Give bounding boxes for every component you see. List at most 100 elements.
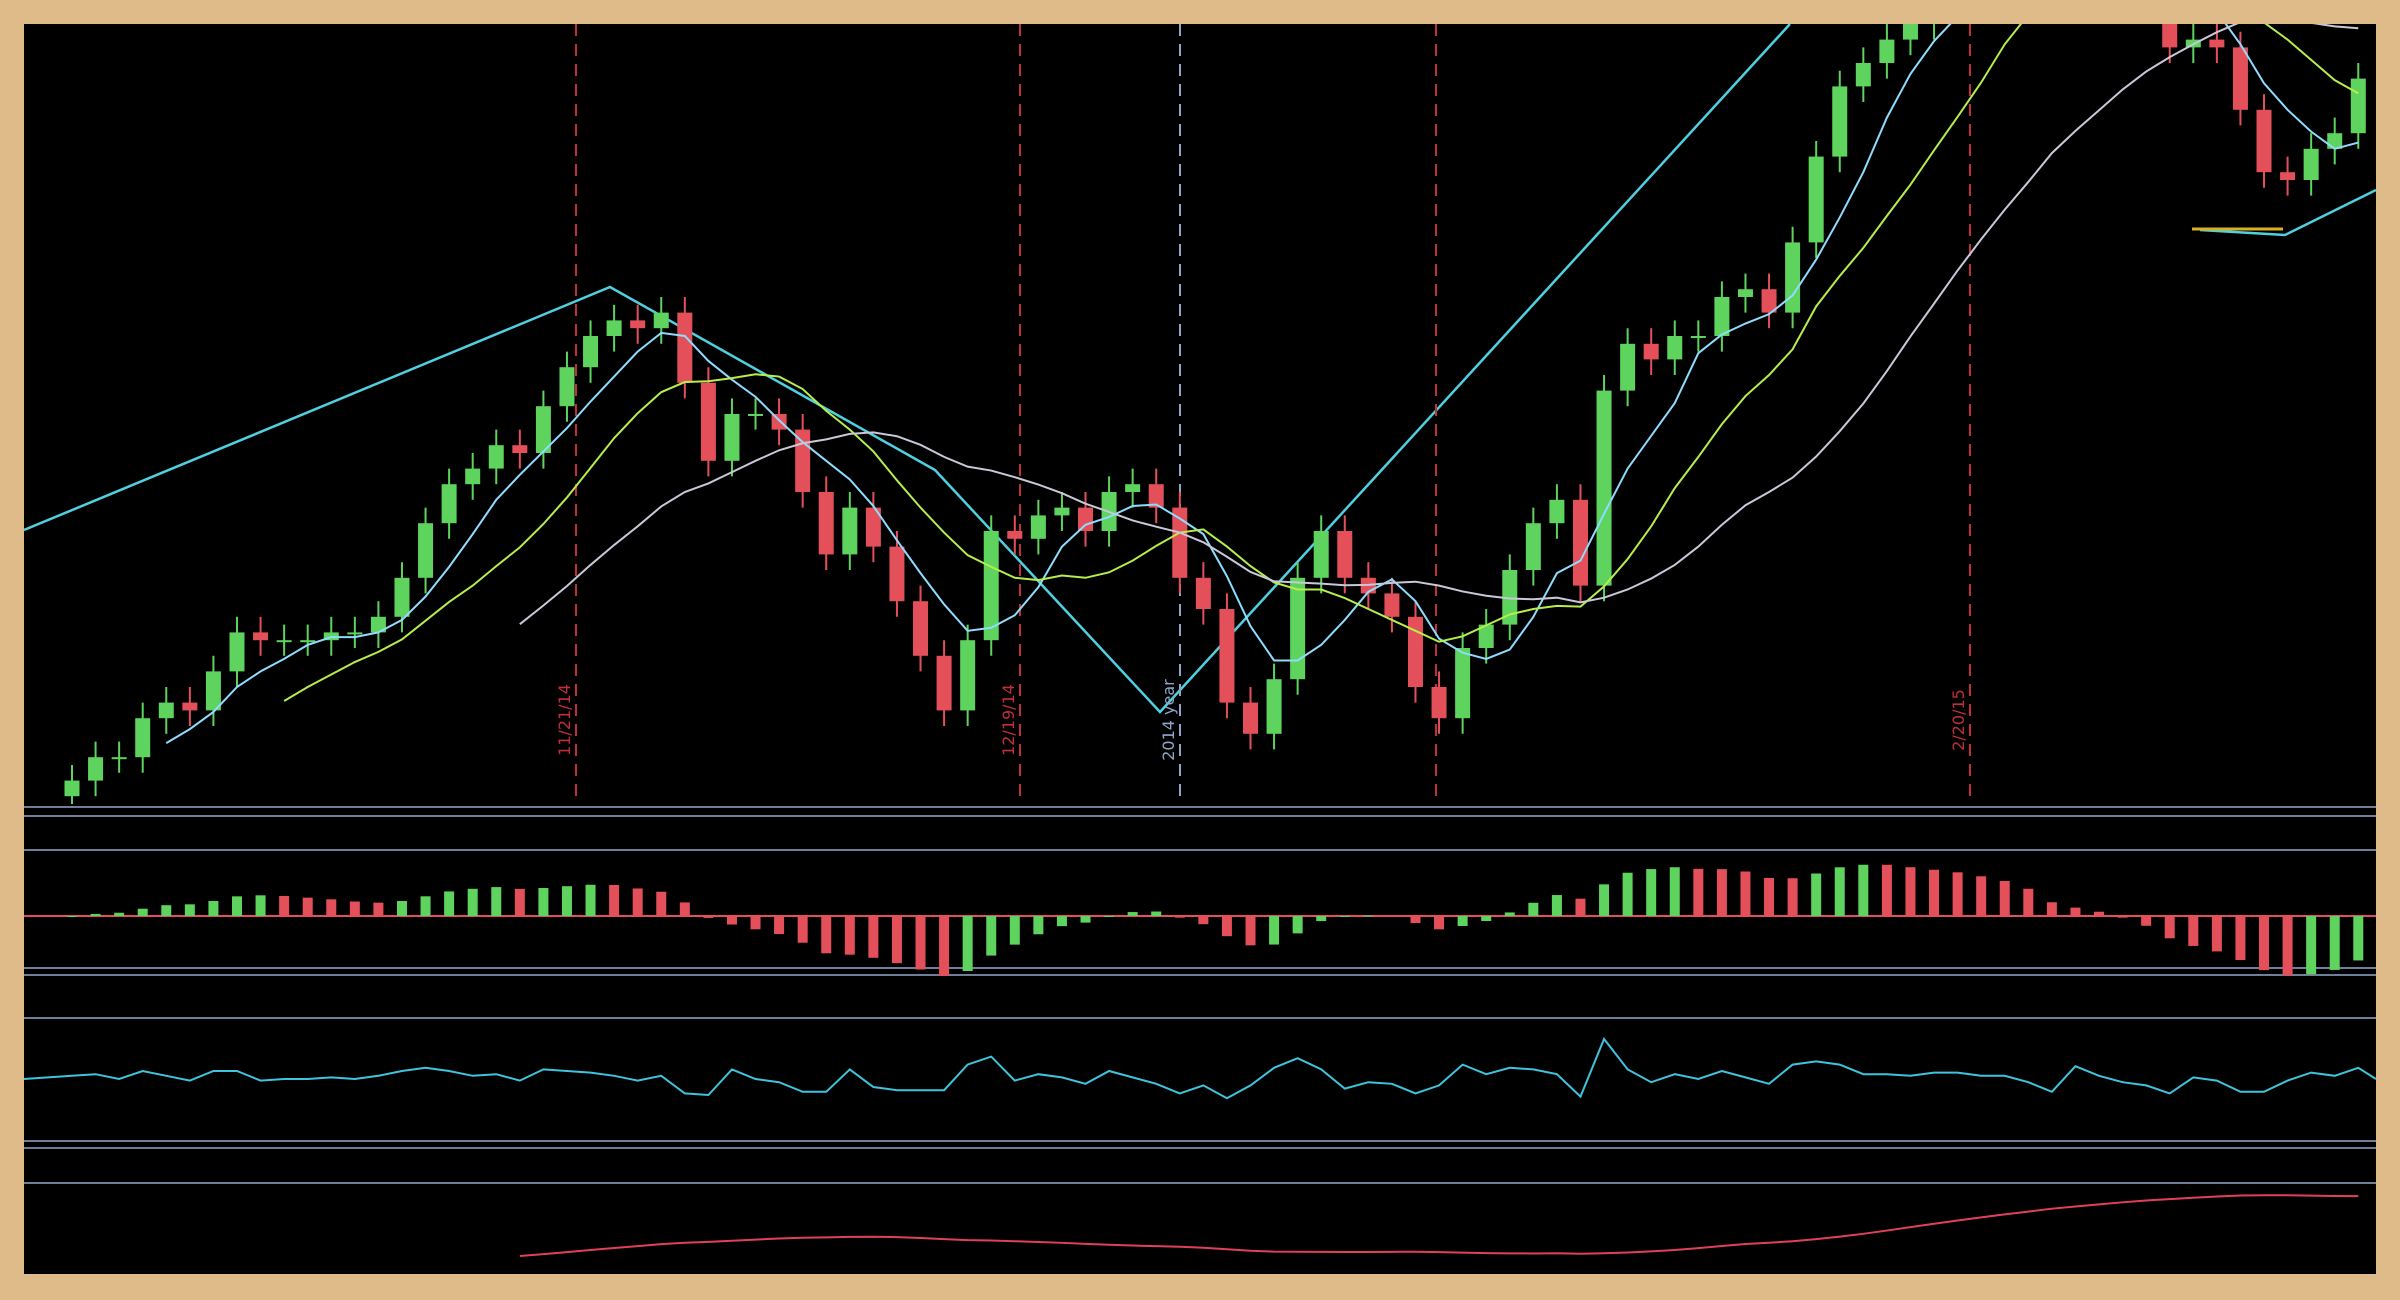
- histogram-bar: [396, 900, 407, 916]
- candle-body: [2350, 78, 2366, 134]
- histogram-bar: [1716, 869, 1727, 916]
- histogram-bar: [609, 884, 620, 916]
- candle-body: [465, 468, 481, 485]
- histogram-bar: [1316, 916, 1327, 922]
- histogram-bar: [1457, 916, 1468, 926]
- candle-body: [535, 406, 551, 453]
- candle-body: [1219, 609, 1235, 703]
- histogram-bar: [2188, 916, 2199, 946]
- moving-average-line: [283, 24, 2359, 702]
- histogram-bar: [1245, 916, 1256, 946]
- histogram-bar: [2164, 916, 2175, 939]
- candle-body: [1549, 499, 1565, 524]
- histogram-bar: [1151, 911, 1162, 916]
- histogram-bar: [891, 916, 902, 964]
- candle-body: [936, 655, 952, 711]
- chart-background: [24, 24, 2376, 1274]
- histogram-bar: [1104, 916, 1115, 917]
- histogram-bar: [1881, 864, 1892, 916]
- candle-body: [276, 640, 292, 643]
- histogram-bar: [2329, 916, 2340, 970]
- histogram-bar: [797, 916, 808, 943]
- histogram-bar: [1292, 916, 1303, 934]
- histogram-bar: [1528, 902, 1539, 916]
- candle-body: [1007, 531, 1023, 539]
- histogram-bar: [1009, 916, 1020, 945]
- candle-body: [1337, 531, 1353, 578]
- histogram-bar: [491, 887, 502, 916]
- candle-body: [983, 531, 999, 641]
- histogram-bar: [184, 904, 195, 916]
- candle-body: [1596, 390, 1612, 586]
- histogram-bar: [1905, 867, 1916, 916]
- histogram-bar: [90, 913, 101, 916]
- histogram-bar: [1481, 916, 1492, 922]
- candle-body: [1525, 523, 1541, 570]
- candle-body: [300, 640, 316, 643]
- histogram-bar: [1622, 872, 1633, 916]
- candle-body: [630, 320, 646, 329]
- candle-body: [1785, 242, 1801, 313]
- candle-body: [1054, 507, 1070, 516]
- candle-body: [724, 414, 740, 461]
- candle-body: [1030, 515, 1046, 539]
- candle-body: [583, 336, 599, 368]
- histogram-bar: [1339, 916, 1350, 917]
- candle-body: [677, 312, 693, 383]
- histogram-bar: [1599, 884, 1610, 916]
- histogram-bar: [208, 900, 219, 916]
- candle-body: [2280, 172, 2296, 180]
- histogram-bar: [2259, 916, 2270, 971]
- date-markers: 11/21/14 12/19/14 2014 year 2/20/15: [555, 24, 1971, 804]
- candle-body: [2209, 39, 2225, 48]
- histogram-bar: [1033, 916, 1044, 935]
- histogram-bar: [1504, 912, 1515, 916]
- slow-line: [519, 1194, 2359, 1257]
- candle-body: [229, 632, 245, 672]
- histogram-bar: [2141, 916, 2152, 926]
- candle-body: [488, 445, 504, 469]
- candle-body: [1832, 86, 1848, 157]
- marker-label: 12/19/14: [999, 684, 1018, 756]
- candle-body: [441, 484, 457, 524]
- moving-average-line: [519, 24, 2359, 625]
- histogram-bar: [962, 916, 973, 972]
- marker-label: 2014 year: [1159, 679, 1178, 761]
- histogram-bar: [514, 888, 525, 916]
- candle-body: [253, 632, 269, 641]
- histogram-bar: [939, 916, 950, 976]
- candle-body: [1290, 577, 1306, 680]
- histogram-bar: [1858, 864, 1869, 916]
- histogram-bar: [67, 916, 77, 917]
- histogram-bar: [1551, 895, 1562, 916]
- histogram-bar: [2046, 902, 2057, 916]
- candle-body: [1431, 687, 1447, 719]
- indicator-panels: [23, 864, 2377, 1257]
- histogram-bar: [1575, 898, 1586, 916]
- candle-body: [889, 546, 905, 602]
- histogram-bar: [1929, 869, 1940, 916]
- histogram-bar: [279, 895, 290, 916]
- trend-channel: [24, 24, 2376, 714]
- candle-body: [2256, 109, 2272, 173]
- candle-body: [64, 780, 80, 797]
- histogram-bar: [1056, 916, 1067, 927]
- histogram-bar: [1764, 877, 1775, 916]
- candle-body: [182, 702, 198, 711]
- candle-body: [1502, 570, 1518, 625]
- histogram-bar: [561, 886, 572, 916]
- candle-body: [1620, 343, 1636, 391]
- histogram-bar: [2211, 916, 2222, 952]
- candle-body: [865, 507, 881, 547]
- histogram-bar: [2094, 911, 2105, 916]
- moving-average-line: [165, 24, 2359, 745]
- histogram-bar: [1999, 880, 2010, 916]
- histogram-bar: [137, 908, 148, 916]
- candle-body: [1455, 648, 1471, 719]
- histogram-bar: [114, 912, 125, 916]
- candle-body: [88, 757, 104, 781]
- candle-body: [512, 445, 528, 453]
- candle-body: [1243, 702, 1258, 734]
- candle-body: [1808, 156, 1824, 243]
- candle-body: [370, 616, 386, 633]
